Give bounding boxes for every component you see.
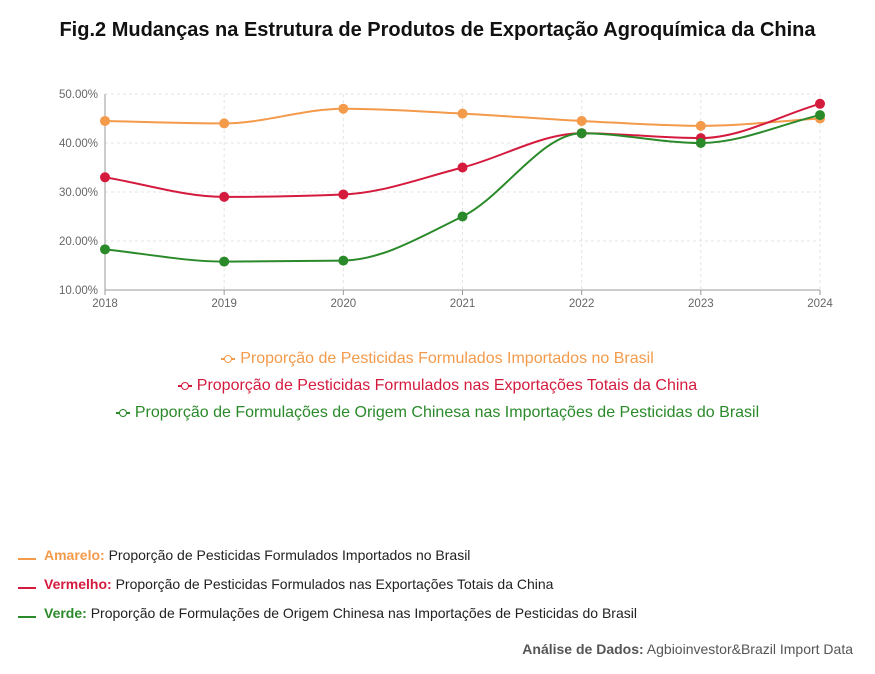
data-point-green [219, 256, 230, 267]
data-point-orange [457, 108, 468, 119]
data-point-green [695, 138, 706, 148]
data-point-green [576, 128, 587, 139]
x-tick-label: 2021 [450, 298, 476, 310]
legend-label-red: Proporção de Pesticidas Formulados nas E… [196, 376, 698, 394]
note-text: Proporção de Pesticidas Formulados nas E… [111, 575, 554, 592]
legend-marker-green [115, 408, 130, 418]
y-tick-label: 40.00% [59, 138, 98, 150]
note-dash-orange [18, 557, 36, 560]
legend-item-orange[interactable]: Proporção de Pesticidas Formulados Impor… [0, 345, 875, 372]
data-point-orange [100, 115, 110, 126]
source-key: Análise de Dados: [522, 641, 644, 657]
data-point-orange [695, 120, 706, 131]
legend-dot [224, 354, 233, 363]
data-point-red [457, 162, 468, 173]
data-point-green [815, 110, 825, 121]
note-text: Proporção de Pesticidas Formulados Impor… [104, 546, 471, 563]
x-tick-label: 2022 [569, 298, 595, 310]
legend-item-red[interactable]: Proporção de Pesticidas Formulados nas E… [0, 372, 875, 399]
chart-legend: Proporção de Pesticidas Formulados Impor… [0, 345, 875, 426]
note-key: Vermelho: [44, 575, 112, 592]
color-notes: Amarelo: Proporção de Pesticidas Formula… [18, 540, 637, 627]
note-red: Vermelho: Proporção de Pesticidas Formul… [18, 569, 637, 598]
data-point-green [338, 255, 349, 266]
chart-title: Fig.2 Mudanças na Estrutura de Produtos … [59, 19, 816, 41]
data-point-orange [219, 118, 230, 129]
note-text: Proporção de Formulações de Origem Chine… [86, 604, 637, 621]
y-tick-label: 50.00% [59, 89, 98, 101]
note-dash-red [18, 586, 36, 589]
data-point-green [100, 244, 110, 255]
data-point-orange [576, 115, 587, 126]
x-tick-label: 2024 [807, 298, 833, 310]
note-dash-green [18, 615, 36, 618]
note-green: Verde: Proporção de Formulações de Orige… [18, 598, 637, 627]
data-point-red [815, 98, 825, 109]
x-tick-label: 2019 [211, 298, 237, 310]
x-tick-label: 2018 [92, 298, 118, 310]
x-tick-label: 2020 [331, 298, 357, 310]
data-point-red [338, 189, 349, 200]
x-tick-label: 2023 [688, 298, 714, 310]
y-tick-label: 20.00% [59, 236, 98, 248]
y-tick-label: 10.00% [59, 285, 98, 297]
legend-dot [118, 408, 127, 417]
points-layer [100, 98, 825, 267]
y-tick-label: 30.00% [59, 187, 98, 199]
note-key: Verde: [44, 604, 87, 621]
legend-marker-orange [221, 354, 236, 364]
note-key: Amarelo: [44, 546, 105, 563]
axis-layer: 10.00% 20.00% 30.00% 40.00% 50.00% 2018 2019 20… [59, 89, 833, 310]
legend-label-orange: Proporção de Pesticidas Formulados Impor… [240, 349, 654, 367]
legend-dot [180, 381, 189, 390]
legend-marker-red [177, 381, 192, 391]
series-layer [104, 102, 821, 263]
data-point-red [100, 172, 110, 183]
data-point-green [457, 211, 468, 222]
data-source: Análise de Dados: Agbioinvestor&Brazil I… [522, 641, 853, 657]
data-point-orange [338, 103, 349, 114]
legend-item-green[interactable]: Proporção de Formulações de Origem Chine… [0, 399, 875, 426]
line-chart: 10.00% 20.00% 30.00% 40.00% 50.00% 2018 2019 20… [59, 89, 833, 310]
data-point-red [219, 191, 230, 202]
source-text: Agbioinvestor&Brazil Import Data [643, 641, 853, 657]
legend-label-green: Proporção de Formulações de Origem Chine… [134, 403, 760, 421]
note-orange: Amarelo: Proporção de Pesticidas Formula… [18, 540, 637, 569]
